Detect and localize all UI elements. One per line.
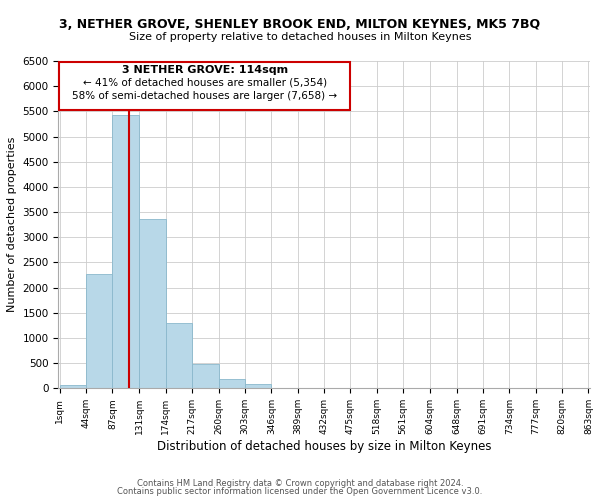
Text: 3 NETHER GROVE: 114sqm: 3 NETHER GROVE: 114sqm (122, 65, 288, 75)
Text: 58% of semi-detached houses are larger (7,658) →: 58% of semi-detached houses are larger (… (72, 91, 337, 101)
Text: 3, NETHER GROVE, SHENLEY BROOK END, MILTON KEYNES, MK5 7BQ: 3, NETHER GROVE, SHENLEY BROOK END, MILT… (59, 18, 541, 30)
Bar (86, 274, 112, 388)
Text: ← 41% of detached houses are smaller (5,354): ← 41% of detached houses are smaller (5,… (83, 78, 327, 88)
Bar (112, 115, 139, 388)
Bar (59, 384, 86, 388)
Text: Contains HM Land Registry data © Crown copyright and database right 2024.: Contains HM Land Registry data © Crown c… (137, 478, 463, 488)
X-axis label: Distribution of detached houses by size in Milton Keynes: Distribution of detached houses by size … (157, 440, 491, 453)
FancyBboxPatch shape (59, 62, 350, 110)
Bar (192, 364, 218, 388)
Text: Contains public sector information licensed under the Open Government Licence v3: Contains public sector information licen… (118, 487, 482, 496)
Bar (139, 218, 166, 388)
Bar (166, 324, 192, 388)
Bar (218, 379, 245, 388)
Bar (245, 384, 271, 388)
Text: Size of property relative to detached houses in Milton Keynes: Size of property relative to detached ho… (129, 32, 471, 42)
Y-axis label: Number of detached properties: Number of detached properties (7, 137, 17, 312)
